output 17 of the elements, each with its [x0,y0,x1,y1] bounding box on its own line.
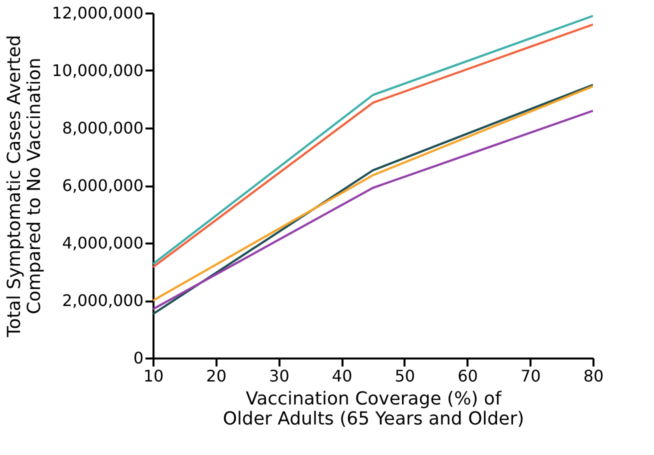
x-axis-title: Vaccination Coverage (%) of Older Adults (65 Years and Older) [222,388,524,430]
y-tick-label: 10,000,000 [52,61,144,80]
y-tick-label: 6,000,000 [62,176,144,195]
x-tick-label: 10 [143,366,164,386]
y-axis-title: Total Symptomatic Cases Averted Compared to No Vaccination [4,34,45,338]
x-tick-label: 50 [394,366,416,386]
y-tick-label: 2,000,000 [62,291,144,310]
x-tick-label: 40 [332,366,352,386]
x-tick-label: 80 [583,366,604,386]
x-tick-label: 20 [206,366,227,386]
y-tick-label: 4,000,000 [62,234,144,252]
y-tick-label: 0 [133,348,144,368]
y-tick-label: 12,000,000 [52,4,144,22]
x-tick-label: 70 [520,366,541,386]
x-tick-label: 30 [269,366,290,386]
x-tick-label: 60 [458,366,478,386]
y-tick-label: 8,000,000 [62,118,144,138]
